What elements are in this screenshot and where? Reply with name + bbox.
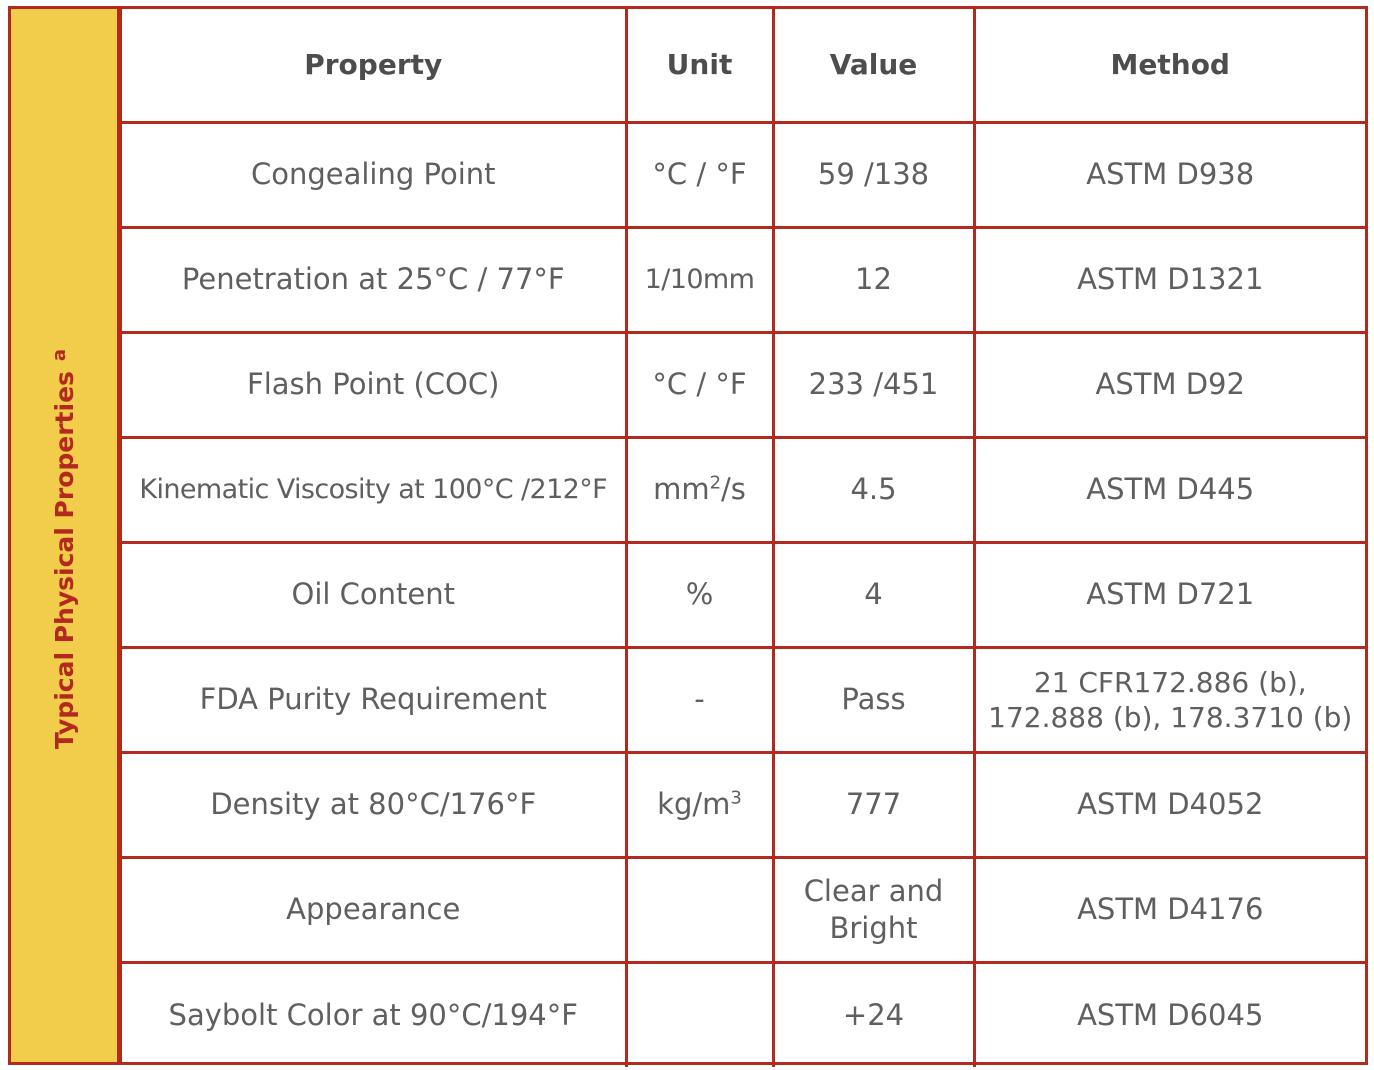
header-value: Value bbox=[771, 9, 976, 124]
method-cell: 21 CFR172.886 (b), 172.888 (b), 178.3710 … bbox=[972, 645, 1365, 754]
unit-cell: mm2/s bbox=[624, 435, 775, 544]
table-row: Penetration at 25°C / 77°F 1/10mm 12 AST… bbox=[122, 225, 1365, 334]
table-row: Oil Content % 4 ASTM D721 bbox=[122, 540, 1365, 649]
property-cell: Density at 80°C/176°F bbox=[122, 750, 628, 859]
table-row: Flash Point (COC) °C / °F 233 /451 ASTM … bbox=[122, 330, 1365, 439]
property-cell: Appearance bbox=[122, 855, 628, 964]
method-cell: ASTM D445 bbox=[972, 435, 1365, 544]
unit-cell: % bbox=[624, 540, 775, 649]
table-row: Saybolt Color at 90°C/194°F +24 ASTM D60… bbox=[122, 960, 1365, 1067]
method-cell: ASTM D4052 bbox=[972, 750, 1365, 859]
unit-cell bbox=[624, 855, 775, 964]
method-line-1: 21 CFR172.886 (b), bbox=[1033, 665, 1307, 699]
sidebar: Typical Physical Properties a bbox=[11, 9, 122, 1062]
value-cell: Clear and Bright bbox=[771, 855, 976, 964]
property-cell: FDA Purity Requirement bbox=[122, 645, 628, 754]
property-cell: Penetration at 25°C / 77°F bbox=[122, 225, 628, 334]
unit-cell: 1/10mm bbox=[624, 225, 775, 334]
unit-text: kg/m bbox=[657, 787, 731, 822]
property-cell: Oil Content bbox=[122, 540, 628, 649]
sidebar-title-superscript: a bbox=[49, 348, 70, 362]
value-cell: 4 bbox=[771, 540, 976, 649]
method-line-2: 172.888 (b), 178.3710 (b) bbox=[988, 700, 1353, 734]
property-cell: Flash Point (COC) bbox=[122, 330, 628, 439]
table-row: Density at 80°C/176°F kg/m3 777 ASTM D40… bbox=[122, 750, 1365, 859]
unit-superscript: 3 bbox=[730, 787, 742, 809]
header-property: Property bbox=[122, 9, 628, 124]
unit-superscript: 2 bbox=[709, 472, 722, 494]
properties-frame: Typical Physical Properties a Property Un… bbox=[8, 6, 1368, 1067]
property-cell: Congealing Point bbox=[122, 120, 628, 229]
value-cell: 59 /138 bbox=[771, 120, 976, 229]
unit-text: mm bbox=[653, 472, 710, 507]
method-cell: ASTM D938 bbox=[972, 120, 1365, 229]
unit-suffix: /s bbox=[721, 472, 746, 507]
value-cell: 12 bbox=[771, 225, 976, 334]
header-unit: Unit bbox=[624, 9, 775, 124]
unit-cell: - bbox=[624, 645, 775, 754]
method-cell: ASTM D92 bbox=[972, 330, 1365, 439]
value-cell: +24 bbox=[771, 960, 976, 1067]
method-cell: ASTM D4176 bbox=[972, 855, 1365, 964]
value-cell: 777 bbox=[771, 750, 976, 859]
value-cell: Pass bbox=[771, 645, 976, 754]
header-row: Property Unit Value Method bbox=[122, 9, 1365, 124]
header-method: Method bbox=[972, 9, 1365, 124]
unit-cell: °C / °F bbox=[624, 120, 775, 229]
method-cell: ASTM D6045 bbox=[972, 960, 1365, 1067]
sidebar-title: Typical Physical Properties a bbox=[49, 349, 79, 749]
value-cell: 4.5 bbox=[771, 435, 976, 544]
unit-cell bbox=[624, 960, 775, 1067]
table-row: Kinematic Viscosity at 100°C /212°F mm2/… bbox=[122, 435, 1365, 544]
table-row: Appearance Clear and Bright ASTM D4176 bbox=[122, 855, 1365, 964]
method-cell: ASTM D721 bbox=[972, 540, 1365, 649]
unit-cell: °C / °F bbox=[624, 330, 775, 439]
value-cell: 233 /451 bbox=[771, 330, 976, 439]
property-cell: Kinematic Viscosity at 100°C /212°F bbox=[122, 435, 628, 544]
properties-table: Property Unit Value Method Congealing Po… bbox=[122, 9, 1365, 1067]
method-cell: ASTM D1321 bbox=[972, 225, 1365, 334]
table-row: FDA Purity Requirement - Pass 21 CFR172.… bbox=[122, 645, 1365, 754]
unit-cell: kg/m3 bbox=[624, 750, 775, 859]
property-cell: Saybolt Color at 90°C/194°F bbox=[122, 960, 628, 1067]
sidebar-title-text: Typical Physical Properties bbox=[50, 371, 79, 750]
table-row: Congealing Point °C / °F 59 /138 ASTM D9… bbox=[122, 120, 1365, 229]
